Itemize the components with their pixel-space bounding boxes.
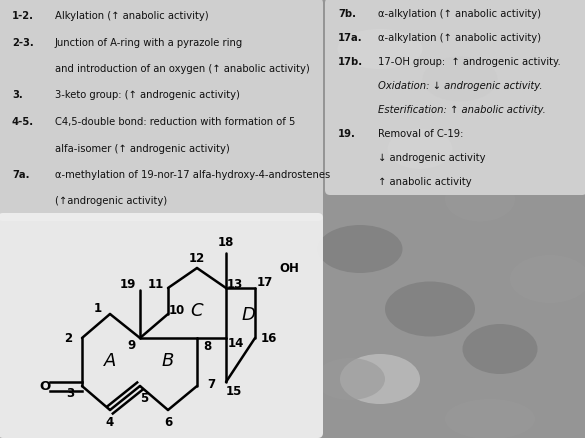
Text: 2: 2 — [64, 332, 72, 345]
Text: 18: 18 — [218, 236, 234, 249]
Text: Removal of C-19:: Removal of C-19: — [378, 129, 463, 139]
Text: α-alkylation (↑ anabolic activity): α-alkylation (↑ anabolic activity) — [378, 9, 541, 19]
Ellipse shape — [338, 30, 422, 70]
Text: 17: 17 — [257, 275, 273, 288]
Text: OH: OH — [279, 262, 299, 275]
Text: α-methylation of 19-nor-17 alfa-hydroxy-4-androstenes: α-methylation of 19-nor-17 alfa-hydroxy-… — [55, 170, 331, 180]
Text: 8: 8 — [203, 340, 211, 353]
Text: Junction of A-ring with a pyrazole ring: Junction of A-ring with a pyrazole ring — [55, 37, 243, 47]
Text: 19: 19 — [120, 278, 136, 291]
Text: 12: 12 — [189, 252, 205, 265]
Text: 16: 16 — [261, 332, 277, 345]
Text: 5: 5 — [140, 392, 148, 405]
Text: 9: 9 — [127, 339, 135, 352]
Ellipse shape — [445, 177, 515, 222]
Text: α-alkylation (↑ anabolic activity): α-alkylation (↑ anabolic activity) — [378, 33, 541, 43]
Text: C4,5-double bond: reduction with formation of 5: C4,5-double bond: reduction with formati… — [55, 117, 295, 127]
Text: 19.: 19. — [338, 129, 356, 139]
Text: 1: 1 — [94, 302, 102, 315]
Text: 10: 10 — [169, 303, 185, 316]
Ellipse shape — [315, 358, 385, 400]
Ellipse shape — [422, 57, 497, 102]
Ellipse shape — [510, 255, 585, 303]
Text: 7: 7 — [207, 378, 215, 391]
Text: and introduction of an oxygen (↑ anabolic activity): and introduction of an oxygen (↑ anaboli… — [55, 64, 309, 74]
Ellipse shape — [385, 282, 475, 337]
Text: Oxidation: ↓ androgenic activity.: Oxidation: ↓ androgenic activity. — [378, 81, 542, 91]
Text: O: O — [39, 380, 51, 392]
Text: 17b.: 17b. — [338, 57, 363, 67]
Text: B: B — [162, 351, 174, 369]
Text: 6: 6 — [164, 416, 172, 428]
Text: ↓ androgenic activity: ↓ androgenic activity — [378, 153, 486, 162]
Text: 2-3.: 2-3. — [12, 37, 34, 47]
FancyBboxPatch shape — [325, 0, 585, 195]
Text: 15: 15 — [226, 385, 242, 398]
Text: C: C — [191, 301, 204, 319]
Text: 7a.: 7a. — [12, 170, 29, 180]
Text: Esterification: ↑ anabolic activity.: Esterification: ↑ anabolic activity. — [378, 105, 546, 115]
Text: 11: 11 — [148, 277, 164, 290]
Text: 3.: 3. — [12, 90, 23, 100]
Text: 17-OH group:  ↑ androgenic activity.: 17-OH group: ↑ androgenic activity. — [378, 57, 561, 67]
Text: A: A — [104, 351, 116, 369]
Text: ↑ anabolic activity: ↑ anabolic activity — [378, 177, 472, 187]
Ellipse shape — [463, 324, 538, 374]
Text: 3-keto group: (↑ androgenic activity): 3-keto group: (↑ androgenic activity) — [55, 90, 240, 100]
Text: 4: 4 — [106, 416, 114, 428]
Text: alfa-isomer (↑ androgenic activity): alfa-isomer (↑ androgenic activity) — [55, 143, 230, 153]
Text: 1-2.: 1-2. — [12, 11, 34, 21]
Ellipse shape — [387, 130, 453, 170]
Text: 13: 13 — [227, 277, 243, 290]
Text: (↑androgenic activity): (↑androgenic activity) — [55, 196, 167, 206]
Text: D: D — [241, 305, 255, 323]
Ellipse shape — [340, 354, 420, 404]
Text: 7b.: 7b. — [338, 9, 356, 19]
Ellipse shape — [495, 108, 565, 152]
Text: 3: 3 — [66, 387, 74, 399]
FancyBboxPatch shape — [0, 0, 323, 222]
Text: 4-5.: 4-5. — [12, 117, 34, 127]
Ellipse shape — [318, 226, 402, 273]
Ellipse shape — [445, 399, 535, 438]
Text: 14: 14 — [228, 337, 244, 350]
Text: 17a.: 17a. — [338, 33, 363, 43]
FancyBboxPatch shape — [0, 213, 323, 438]
Text: Alkylation (↑ anabolic activity): Alkylation (↑ anabolic activity) — [55, 11, 209, 21]
